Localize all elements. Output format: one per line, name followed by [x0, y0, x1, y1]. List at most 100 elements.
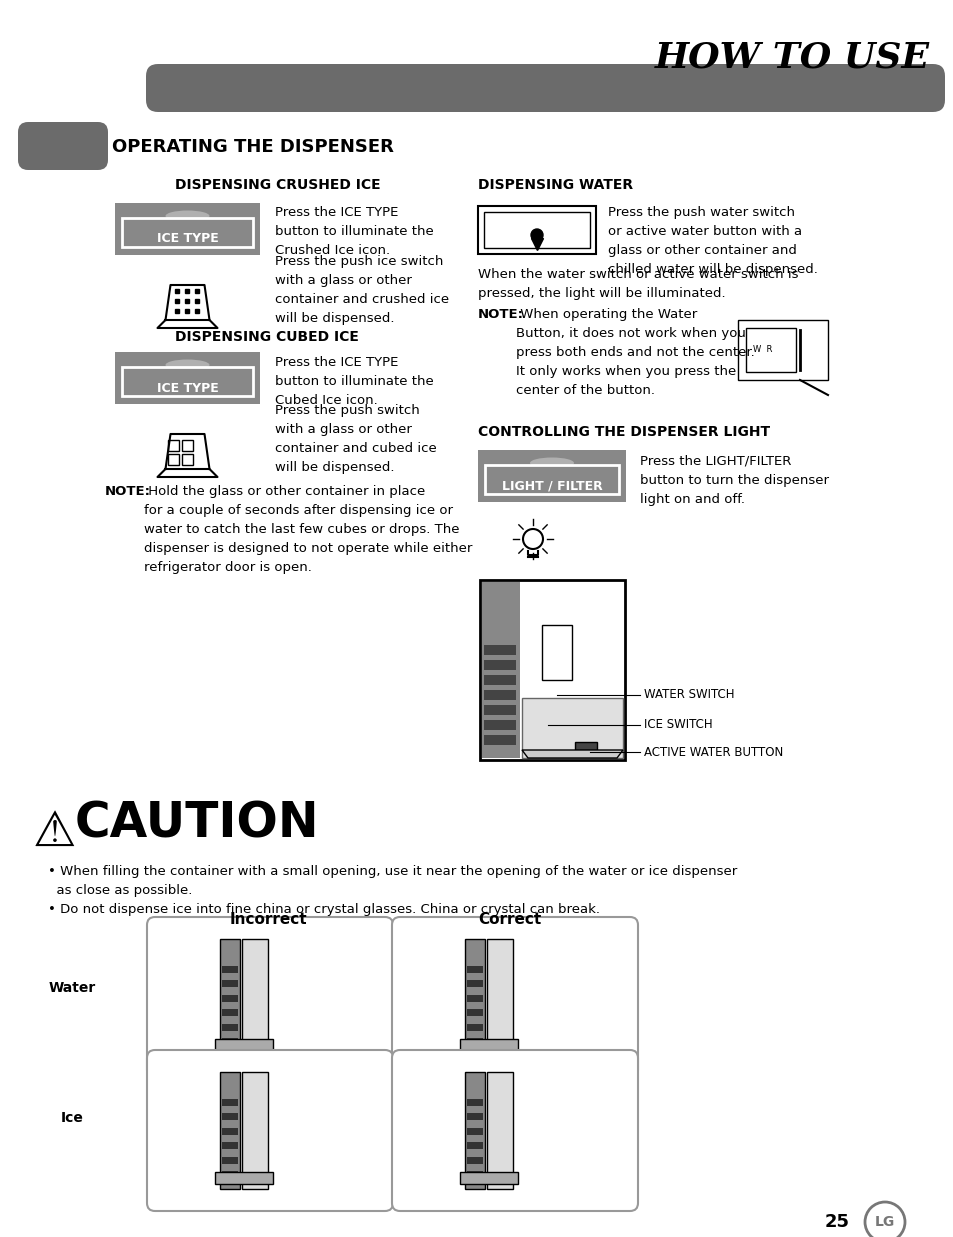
- Bar: [467, 1098, 482, 1106]
- Text: Ice: Ice: [60, 1111, 83, 1124]
- Polygon shape: [521, 750, 622, 758]
- Bar: [467, 1157, 482, 1164]
- Bar: [575, 742, 597, 750]
- Text: Press the push switch
with a glass or other
container and cubed ice
will be disp: Press the push switch with a glass or ot…: [274, 404, 436, 474]
- Text: CONTROLLING THE DISPENSER LIGHT: CONTROLLING THE DISPENSER LIGHT: [477, 426, 769, 439]
- Text: When operating the Water
Button, it does not work when you
press both ends and n: When operating the Water Button, it does…: [516, 308, 754, 397]
- Text: ACTIVE WATER BUTTON: ACTIVE WATER BUTTON: [643, 746, 782, 758]
- Bar: [169, 454, 179, 465]
- FancyBboxPatch shape: [115, 353, 260, 404]
- Bar: [182, 440, 193, 452]
- Bar: [521, 698, 622, 758]
- Bar: [467, 1128, 482, 1136]
- Bar: [214, 1039, 273, 1051]
- FancyBboxPatch shape: [147, 1050, 393, 1211]
- Ellipse shape: [165, 210, 210, 221]
- Bar: [242, 939, 268, 1056]
- Text: ICE SWITCH: ICE SWITCH: [643, 719, 712, 731]
- Bar: [467, 995, 482, 1002]
- Bar: [483, 690, 516, 700]
- Text: LG: LG: [874, 1215, 894, 1230]
- Bar: [467, 980, 482, 987]
- Bar: [222, 1142, 237, 1149]
- FancyBboxPatch shape: [392, 917, 638, 1077]
- Bar: [222, 980, 237, 987]
- Bar: [486, 1072, 513, 1189]
- Bar: [483, 675, 516, 685]
- Text: Hold the glass or other container in place
for a couple of seconds after dispens: Hold the glass or other container in pla…: [144, 485, 472, 574]
- FancyBboxPatch shape: [147, 917, 393, 1077]
- Bar: [214, 1171, 273, 1184]
- FancyBboxPatch shape: [18, 122, 108, 169]
- Text: Press the ICE TYPE
button to illuminate the
Crushed Ice icon.: Press the ICE TYPE button to illuminate …: [274, 207, 434, 257]
- Bar: [222, 1009, 237, 1016]
- Bar: [738, 320, 827, 380]
- Bar: [222, 1171, 237, 1178]
- Bar: [467, 1113, 482, 1119]
- Text: Press the LIGHT/FILTER
button to turn the dispenser
light on and off.: Press the LIGHT/FILTER button to turn th…: [639, 455, 828, 506]
- Bar: [477, 207, 596, 254]
- Text: DISPENSING WATER: DISPENSING WATER: [477, 178, 633, 192]
- FancyBboxPatch shape: [115, 203, 260, 255]
- Bar: [483, 644, 516, 656]
- Bar: [222, 1128, 237, 1136]
- Text: CAUTION: CAUTION: [75, 800, 319, 849]
- Bar: [182, 454, 193, 465]
- Bar: [483, 212, 589, 247]
- Bar: [467, 966, 482, 974]
- FancyBboxPatch shape: [392, 1050, 638, 1211]
- Bar: [481, 581, 519, 758]
- FancyBboxPatch shape: [122, 218, 253, 247]
- Text: ICE TYPE: ICE TYPE: [156, 233, 218, 245]
- Text: • When filling the container with a small opening, use it near the opening of th: • When filling the container with a smal…: [48, 865, 737, 897]
- Text: When the water switch or active water switch is
pressed, the light will be illum: When the water switch or active water sw…: [477, 268, 798, 301]
- Text: Correct: Correct: [477, 912, 541, 927]
- Bar: [464, 939, 484, 1056]
- Text: WATER SWITCH: WATER SWITCH: [643, 689, 734, 701]
- Bar: [222, 966, 237, 974]
- Text: DISPENSING CRUSHED ICE: DISPENSING CRUSHED ICE: [174, 178, 380, 192]
- Bar: [220, 1072, 240, 1189]
- Text: HOW TO USE: HOW TO USE: [655, 41, 929, 75]
- Bar: [479, 580, 624, 760]
- Bar: [222, 1113, 237, 1119]
- Bar: [459, 1171, 517, 1184]
- Bar: [467, 1038, 482, 1045]
- Bar: [242, 1072, 268, 1189]
- Bar: [483, 705, 516, 715]
- Text: LIGHT / FILTER: LIGHT / FILTER: [501, 480, 601, 492]
- FancyBboxPatch shape: [484, 465, 618, 494]
- Text: W  R: W R: [753, 345, 772, 355]
- Text: 25: 25: [824, 1213, 849, 1231]
- Bar: [483, 720, 516, 730]
- Bar: [467, 1171, 482, 1178]
- Bar: [222, 1157, 237, 1164]
- Bar: [222, 1024, 237, 1030]
- Bar: [483, 661, 516, 670]
- Text: Press the push water switch
or active water button with a
glass or other contain: Press the push water switch or active wa…: [607, 207, 817, 276]
- Text: Press the push ice switch
with a glass or other
container and crushed ice
will b: Press the push ice switch with a glass o…: [274, 255, 449, 325]
- Text: OPERATING THE DISPENSER: OPERATING THE DISPENSER: [112, 139, 394, 156]
- Ellipse shape: [530, 458, 574, 469]
- Bar: [467, 1024, 482, 1030]
- Bar: [745, 328, 795, 372]
- Bar: [222, 1098, 237, 1106]
- Bar: [222, 995, 237, 1002]
- Bar: [483, 735, 516, 745]
- Text: • Do not dispense ice into fine china or crystal glasses. China or crystal can b: • Do not dispense ice into fine china or…: [48, 903, 599, 917]
- Text: Press the ICE TYPE
button to illuminate the
Cubed Ice icon.: Press the ICE TYPE button to illuminate …: [274, 356, 434, 407]
- Text: ICE TYPE: ICE TYPE: [156, 381, 218, 395]
- Bar: [467, 1142, 482, 1149]
- Text: DISPENSING CUBED ICE: DISPENSING CUBED ICE: [174, 330, 358, 344]
- Text: Water: Water: [49, 981, 95, 995]
- Ellipse shape: [165, 360, 210, 371]
- Bar: [467, 1009, 482, 1016]
- Bar: [486, 939, 513, 1056]
- Bar: [459, 1039, 517, 1051]
- Bar: [169, 440, 179, 452]
- Text: ⚠: ⚠: [33, 808, 76, 856]
- Bar: [222, 1038, 237, 1045]
- Text: NOTE:: NOTE:: [105, 485, 151, 499]
- Text: Incorrect: Incorrect: [229, 912, 307, 927]
- FancyBboxPatch shape: [477, 450, 625, 502]
